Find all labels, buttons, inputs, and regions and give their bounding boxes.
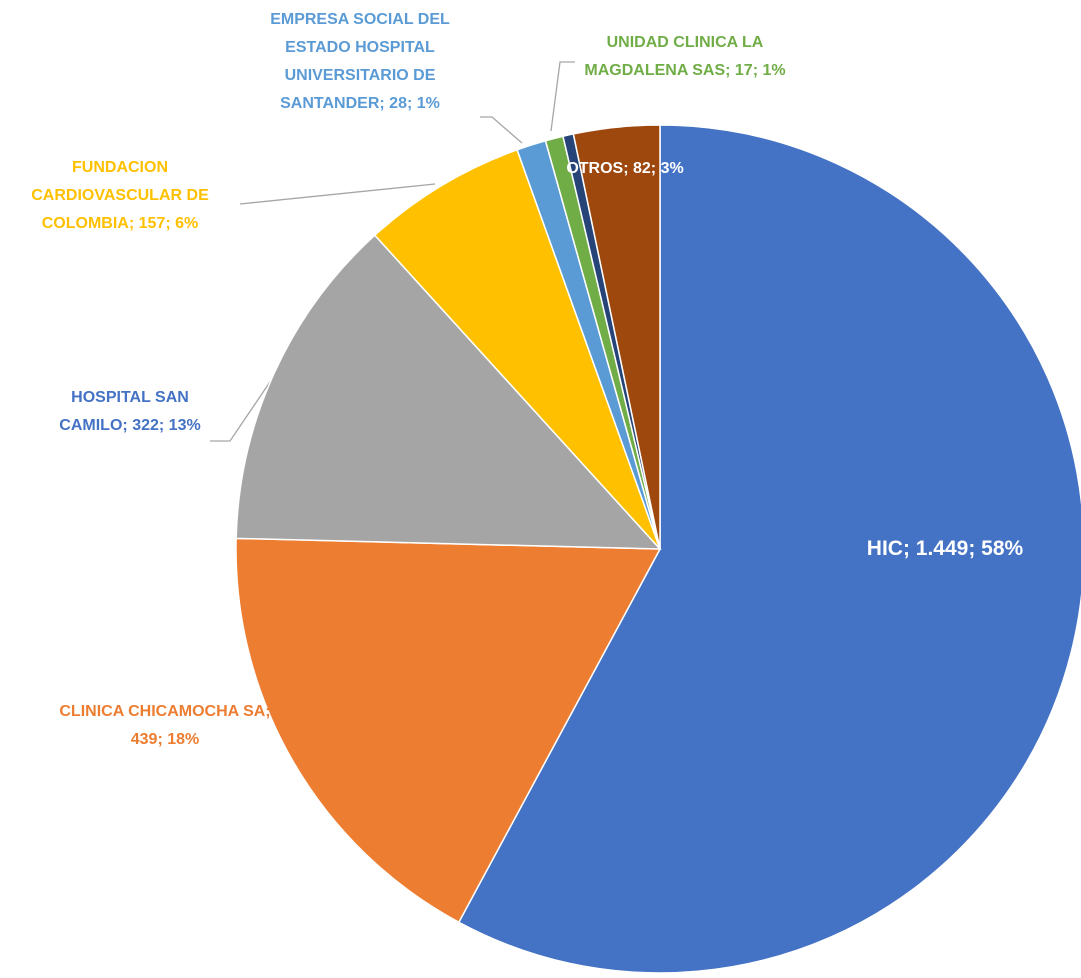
label-part: 439: [130, 731, 158, 748]
label-part: 157: [138, 215, 166, 232]
leader-line: [550, 61, 575, 132]
label-part: 17: [734, 62, 753, 79]
label-part: 58%: [981, 537, 1024, 560]
label-part: ;: [623, 160, 633, 177]
label-part: UNIDAD CLINICA LA MAGDALENA SAS: [584, 34, 764, 79]
data-label: FUNDACION CARDIOVASCULAR DE COLOMBIA; 15…: [5, 154, 235, 238]
label-part: 3%: [660, 160, 684, 177]
label-part: ;: [158, 417, 169, 434]
label-part: HIC: [866, 537, 903, 560]
label-part: 28: [389, 95, 407, 112]
label-part: CLINICA CHICAMOCHA SA: [59, 703, 266, 720]
label-part: 1%: [416, 95, 440, 112]
data-label: EMPRESA SOCIAL DEL ESTADO HOSPITAL UNIVE…: [250, 6, 470, 118]
label-part: ;: [122, 417, 133, 434]
label-part: 322: [132, 417, 159, 434]
label-part: 6%: [175, 215, 199, 232]
label-part: ;: [406, 95, 417, 112]
label-part: 1%: [762, 62, 786, 79]
label-part: HOSPITAL SAN CAMILO: [59, 389, 189, 434]
label-part: ;: [165, 215, 176, 232]
label-part: EMPRESA SOCIAL DEL ESTADO HOSPITAL UNIVE…: [270, 11, 450, 112]
pie-slice: [235, 537, 662, 924]
label-part: 1.449: [915, 537, 969, 560]
label-part: OTROS: [566, 160, 624, 177]
data-label: OTROS; 82; 3%: [565, 155, 685, 183]
data-label: HIC; 1.449; 58%: [820, 535, 1070, 563]
label-part: ;: [725, 62, 735, 79]
leader-lines: [210, 61, 575, 442]
label-part: ;: [128, 215, 139, 232]
pie-slice: [457, 124, 1081, 974]
label-part: ;: [752, 62, 763, 79]
leader-line: [210, 375, 275, 442]
label-part: ;: [968, 537, 982, 560]
label-part: ;: [265, 703, 271, 720]
data-label: HOSPITAL SAN CAMILO; 322; 13%: [55, 384, 205, 440]
data-label: CLINICA CHICAMOCHA SA; 439; 18%: [45, 698, 285, 754]
label-part: 13%: [168, 417, 201, 434]
label-part: 18%: [167, 731, 200, 748]
label-part: ;: [157, 731, 168, 748]
leader-line: [480, 116, 523, 144]
label-part: ;: [379, 95, 390, 112]
pie-slice: [235, 234, 662, 550]
label-part: ;: [650, 160, 661, 177]
label-part: ;: [902, 537, 916, 560]
data-label: UNIDAD CLINICA LA MAGDALENA SAS; 17; 1%: [570, 29, 800, 85]
label-part: 82: [632, 160, 651, 177]
leader-line: [239, 183, 436, 205]
pie-slice: [572, 124, 661, 550]
label-part: FUNDACION CARDIOVASCULAR DE COLOMBIA: [31, 159, 209, 232]
pie-slice: [373, 148, 661, 550]
